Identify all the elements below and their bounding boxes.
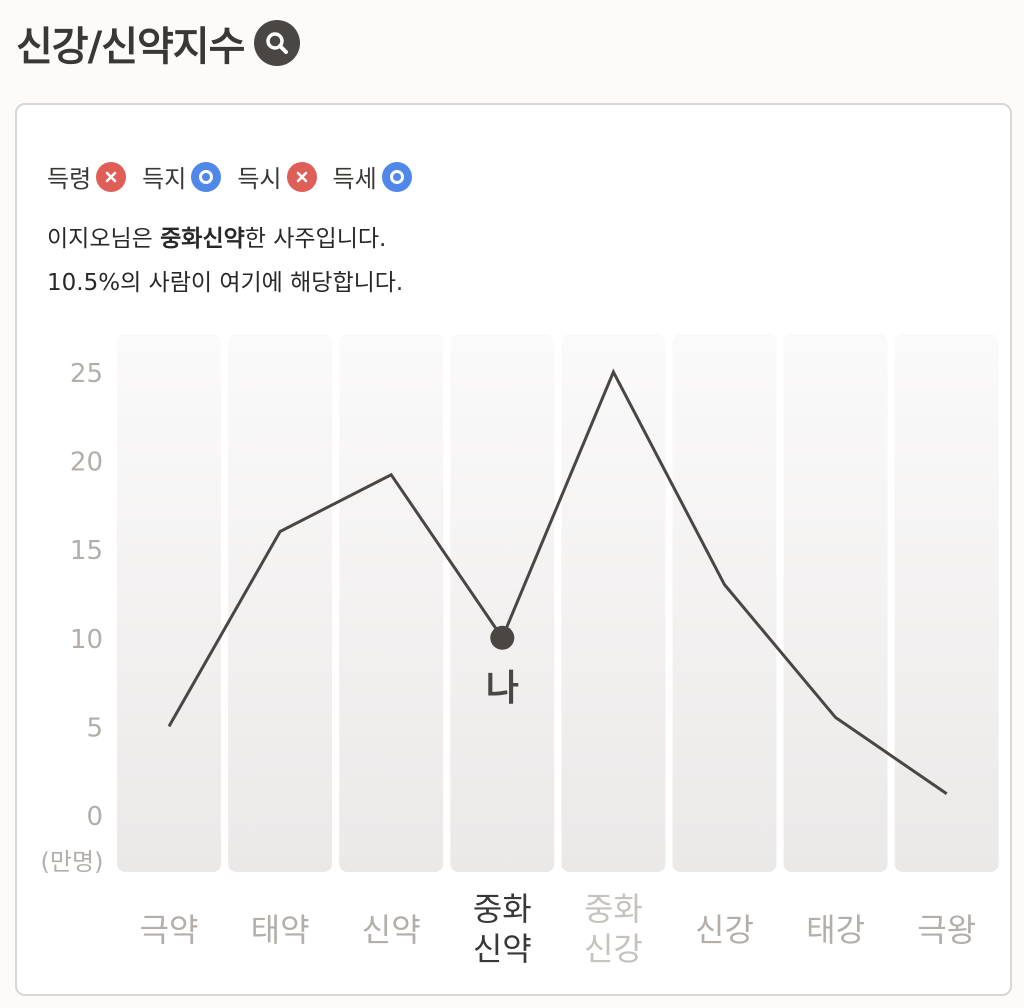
x-category-label: 신약 xyxy=(362,911,421,949)
chart-column-bg xyxy=(339,334,444,872)
summary-text: 이지오님은 중화신약한 사주입니다. 10.5%의 사람이 여기에 해당합니다. xyxy=(47,217,403,305)
x-mark-icon xyxy=(96,161,127,192)
badge-label: 득세 xyxy=(332,165,377,193)
badge-deukse: 득세 xyxy=(333,159,412,194)
circle-mark-icon xyxy=(381,161,412,192)
x-category-label: 태약 xyxy=(251,911,310,949)
y-tick-label: 15 xyxy=(70,536,103,566)
y-tick-label: 25 xyxy=(70,359,103,389)
y-tick-label: 10 xyxy=(70,625,103,655)
badge-label: 득지 xyxy=(142,165,187,193)
summary-line-2: 10.5%의 사람이 여기에 해당합니다. xyxy=(47,270,404,296)
chart-column-bg xyxy=(450,334,555,872)
summary-type: 중화신약 xyxy=(160,226,245,252)
badge-row: 득령 득지 득시 득세 xyxy=(47,159,428,194)
badge-deukji: 득지 xyxy=(142,159,222,194)
badge-label: 득시 xyxy=(237,165,282,193)
chart-column-bg xyxy=(783,334,888,872)
x-category-label: 신약 xyxy=(473,930,532,968)
page-title: 신강/신약지수 xyxy=(16,14,301,72)
y-tick-label: 20 xyxy=(70,448,103,478)
badge-deukryeong: 득령 xyxy=(47,159,127,194)
my-position-marker xyxy=(490,625,515,650)
chart-column-bg xyxy=(117,334,221,872)
badge-label: 득령 xyxy=(47,165,92,193)
x-category-label: 태강 xyxy=(806,911,865,949)
page-title-text: 신강/신약지수 xyxy=(16,24,245,70)
x-category-label: 신강 xyxy=(584,930,643,968)
summary-prefix: 이지오님은 xyxy=(47,226,161,252)
x-category-label: 중화 xyxy=(584,890,643,928)
summary-line-1: 이지오님은 중화신약한 사주입니다. xyxy=(47,217,403,261)
x-mark-icon xyxy=(286,161,317,192)
x-category-label: 중화 xyxy=(473,890,532,928)
y-unit-label: (만명) xyxy=(41,848,104,876)
my-position-label: 나 xyxy=(486,668,519,709)
circle-mark-icon xyxy=(191,161,222,192)
search-button[interactable] xyxy=(254,20,301,66)
chart-column-bg xyxy=(894,334,999,872)
y-tick-label: 0 xyxy=(86,802,103,832)
search-icon xyxy=(266,32,289,54)
summary-suffix: 한 사주입니다. xyxy=(244,226,387,252)
x-category-label: 신강 xyxy=(695,911,754,949)
x-category-label: 극약 xyxy=(140,911,199,949)
y-tick-label: 5 xyxy=(86,713,103,743)
badge-deuksi: 득시 xyxy=(237,159,317,194)
chart-column-bg xyxy=(228,334,333,872)
strength-card: 득령 득지 득시 득세 이지오님은 중화신약한 사주입니다. 10.5%의 사람 xyxy=(15,103,1012,996)
series-line xyxy=(167,368,948,795)
chart-column-bg xyxy=(672,334,777,872)
chart-column-bg xyxy=(561,334,666,872)
x-category-label: 극왕 xyxy=(917,911,976,949)
